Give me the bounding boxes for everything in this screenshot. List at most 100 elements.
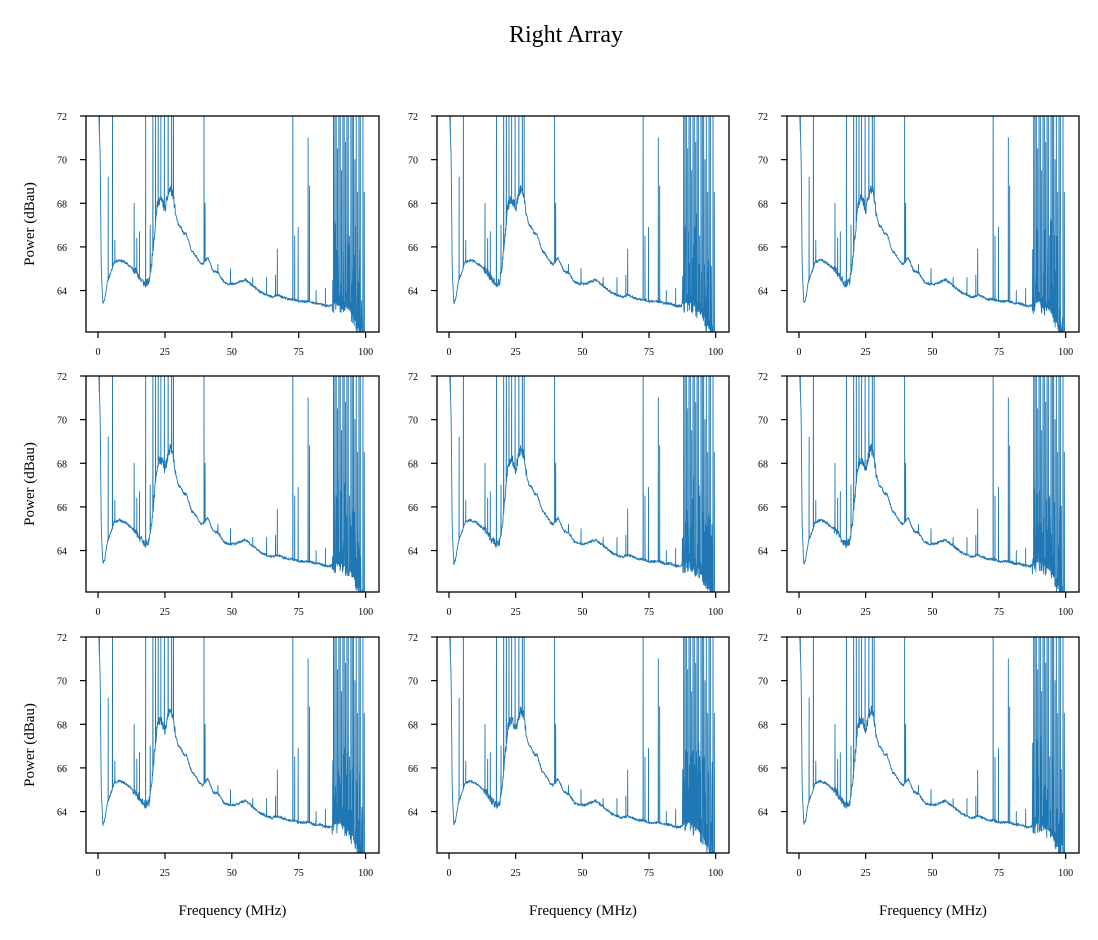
y-tick-label: 68 <box>57 720 67 731</box>
y-tick-label: 72 <box>408 633 418 644</box>
x-axis-label: Frequency (MHz) <box>879 903 987 919</box>
x-tick-label: 0 <box>96 868 101 879</box>
x-tick-label: 0 <box>447 607 452 618</box>
y-tick-label: 68 <box>57 199 67 210</box>
y-tick-label: 64 <box>758 808 768 819</box>
spectrum-line <box>799 376 1065 592</box>
subplot-grid: 0 25 50 75 100 64 66 68 70 72 Power (dBau) 0 25 50 75 1… <box>22 112 1080 919</box>
y-tick-label: 70 <box>758 416 768 427</box>
x-tick-label: 50 <box>577 607 587 618</box>
x-tick-label: 25 <box>861 347 871 358</box>
x-tick-label: 0 <box>797 868 802 879</box>
y-tick-label: 66 <box>57 503 67 514</box>
y-tick-label: 72 <box>758 633 768 644</box>
y-tick-label: 66 <box>758 243 768 254</box>
x-tick-label: 75 <box>644 607 654 618</box>
axes-frame <box>436 115 730 333</box>
y-tick-label: 66 <box>758 764 768 775</box>
x-tick-label: 75 <box>294 347 304 358</box>
x-tick-label: 0 <box>797 347 802 358</box>
subplot-r3-c3: 0 25 50 75 100 64 66 68 70 72 Frequency (MHz) <box>758 633 1080 919</box>
y-tick-label: 70 <box>57 156 67 167</box>
axes-frame <box>85 115 380 333</box>
y-tick-label: 70 <box>408 677 418 688</box>
x-tick-label: 100 <box>708 868 723 879</box>
x-tick-label: 75 <box>644 347 654 358</box>
x-tick-label: 50 <box>577 868 587 879</box>
spectrum-line <box>98 637 365 853</box>
spectrum-line <box>98 116 365 332</box>
y-tick-label: 64 <box>57 287 67 298</box>
spectrum-line <box>799 116 1065 332</box>
x-tick-label: 100 <box>358 607 373 618</box>
x-tick-label: 0 <box>447 868 452 879</box>
y-tick-label: 66 <box>408 503 418 514</box>
axes-frame <box>786 636 1080 854</box>
y-tick-label: 68 <box>758 199 768 210</box>
spectrum-line <box>449 116 715 332</box>
x-tick-label: 100 <box>1058 607 1073 618</box>
subplot-r2-c2: 0 25 50 75 100 64 66 68 70 72 <box>408 372 730 618</box>
x-tick-label: 50 <box>227 868 237 879</box>
axes-frame <box>436 375 730 593</box>
y-tick-label: 66 <box>57 764 67 775</box>
subplot-r1-c3: 0 25 50 75 100 64 66 68 70 72 <box>758 112 1080 358</box>
x-tick-label: 25 <box>861 868 871 879</box>
x-tick-label: 25 <box>160 868 170 879</box>
x-tick-label: 75 <box>994 868 1004 879</box>
x-tick-label: 50 <box>577 347 587 358</box>
x-tick-label: 75 <box>294 868 304 879</box>
axes-frame <box>85 375 380 593</box>
y-tick-label: 64 <box>758 287 768 298</box>
x-tick-label: 25 <box>160 347 170 358</box>
x-tick-label: 100 <box>358 868 373 879</box>
spectrum-line <box>449 376 715 592</box>
x-tick-label: 75 <box>994 347 1004 358</box>
y-tick-label: 70 <box>57 677 67 688</box>
subplot-r3-c1: 0 25 50 75 100 64 66 68 70 72 Power (dBau) Frequenc… <box>22 633 380 919</box>
subplot-r2-c3: 0 25 50 75 100 64 66 68 70 72 <box>758 372 1080 618</box>
x-tick-label: 100 <box>708 347 723 358</box>
x-tick-label: 100 <box>1058 347 1073 358</box>
y-tick-label: 68 <box>408 720 418 731</box>
y-tick-label: 72 <box>408 372 418 383</box>
x-tick-label: 50 <box>927 347 937 358</box>
y-tick-label: 72 <box>57 372 67 383</box>
x-axis-label: Frequency (MHz) <box>179 903 287 919</box>
y-tick-label: 70 <box>408 156 418 167</box>
y-tick-label: 64 <box>408 287 418 298</box>
x-tick-label: 25 <box>511 607 521 618</box>
x-tick-label: 50 <box>927 868 937 879</box>
y-tick-label: 64 <box>408 547 418 558</box>
y-tick-label: 68 <box>408 459 418 470</box>
x-tick-label: 50 <box>927 607 937 618</box>
axes-frame <box>786 375 1080 593</box>
x-tick-label: 75 <box>994 607 1004 618</box>
y-axis-label: Power (dBau) <box>22 442 38 526</box>
y-tick-label: 70 <box>758 156 768 167</box>
figure-title: Right Array <box>509 22 623 48</box>
y-tick-label: 68 <box>758 459 768 470</box>
x-tick-label: 50 <box>227 347 237 358</box>
y-tick-label: 68 <box>408 199 418 210</box>
subplot-r1-c1: 0 25 50 75 100 64 66 68 70 72 Power (dBau) <box>22 112 380 358</box>
y-tick-label: 64 <box>758 547 768 558</box>
x-tick-label: 75 <box>644 868 654 879</box>
y-tick-label: 66 <box>408 764 418 775</box>
spectrum-line <box>449 637 715 853</box>
y-tick-label: 72 <box>408 112 418 123</box>
axes-frame <box>85 636 380 854</box>
x-tick-label: 25 <box>160 607 170 618</box>
y-axis-label: Power (dBau) <box>22 182 38 266</box>
y-tick-label: 70 <box>408 416 418 427</box>
x-tick-label: 50 <box>227 607 237 618</box>
y-tick-label: 66 <box>57 243 67 254</box>
x-tick-label: 0 <box>96 347 101 358</box>
y-tick-label: 72 <box>57 633 67 644</box>
spectrum-line <box>98 376 365 592</box>
x-tick-label: 25 <box>861 607 871 618</box>
spectrum-line <box>799 637 1065 853</box>
y-tick-label: 64 <box>408 808 418 819</box>
y-tick-label: 66 <box>408 243 418 254</box>
